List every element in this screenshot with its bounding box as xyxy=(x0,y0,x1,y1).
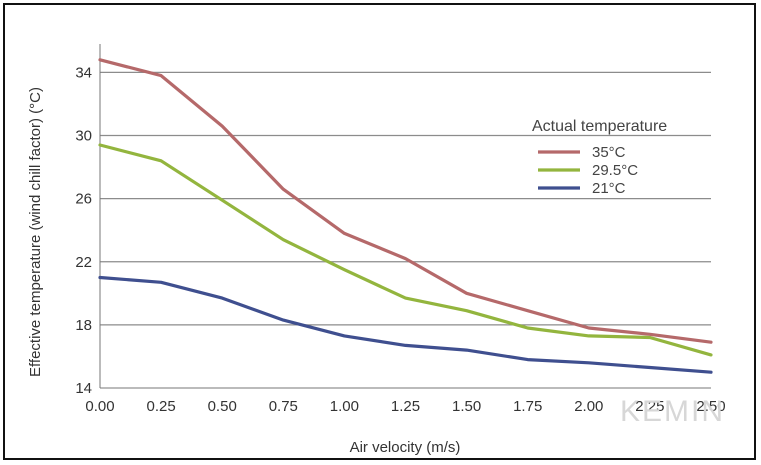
x-tick-label: 1.00 xyxy=(330,398,359,415)
series-line xyxy=(98,275,713,374)
legend: Actual temperature 35°C29.5°C21°C xyxy=(532,118,667,197)
legend-label: 21°C xyxy=(592,180,626,197)
y-axis-title: Effective temperature (wind chill factor… xyxy=(27,87,44,377)
y-tick-labels: 14 18 22 26 30 34 xyxy=(75,64,92,397)
x-tick-label: 2.50 xyxy=(696,398,725,415)
x-tick-label: 0.50 xyxy=(208,398,237,415)
x-tick-label: 0.00 xyxy=(85,398,114,415)
x-axis-title: Air velocity (m/s) xyxy=(350,439,461,456)
series-lines xyxy=(98,58,713,374)
series-line xyxy=(98,143,713,357)
y-tick-label: 30 xyxy=(75,128,92,145)
x-tick-label: 0.75 xyxy=(269,398,298,415)
y-tick-label: 22 xyxy=(75,254,92,271)
x-tick-label: 1.50 xyxy=(452,398,481,415)
x-tick-label: 2.00 xyxy=(574,398,603,415)
x-tick-label: 1.75 xyxy=(513,398,542,415)
x-tick-label: 1.25 xyxy=(391,398,420,415)
watermark-text: KEMIN xyxy=(620,395,725,428)
y-tick-label: 14 xyxy=(75,380,92,397)
chart-frame xyxy=(3,3,756,460)
legend-title: Actual temperature xyxy=(532,118,667,135)
y-tick-label: 26 xyxy=(75,191,92,208)
gridlines xyxy=(100,71,711,326)
x-tick-label: 0.25 xyxy=(146,398,175,415)
series-line xyxy=(98,58,713,344)
y-tick-label: 18 xyxy=(75,317,92,334)
legend-label: 29.5°C xyxy=(592,162,638,179)
x-tick-label: 2.25 xyxy=(635,398,664,415)
x-tick-labels: 0.00 0.25 0.50 0.75 1.00 1.25 1.50 1.75 2.00 2.25… xyxy=(85,398,725,415)
y-tick-label: 34 xyxy=(75,64,92,81)
legend-label: 35°C xyxy=(592,144,626,161)
